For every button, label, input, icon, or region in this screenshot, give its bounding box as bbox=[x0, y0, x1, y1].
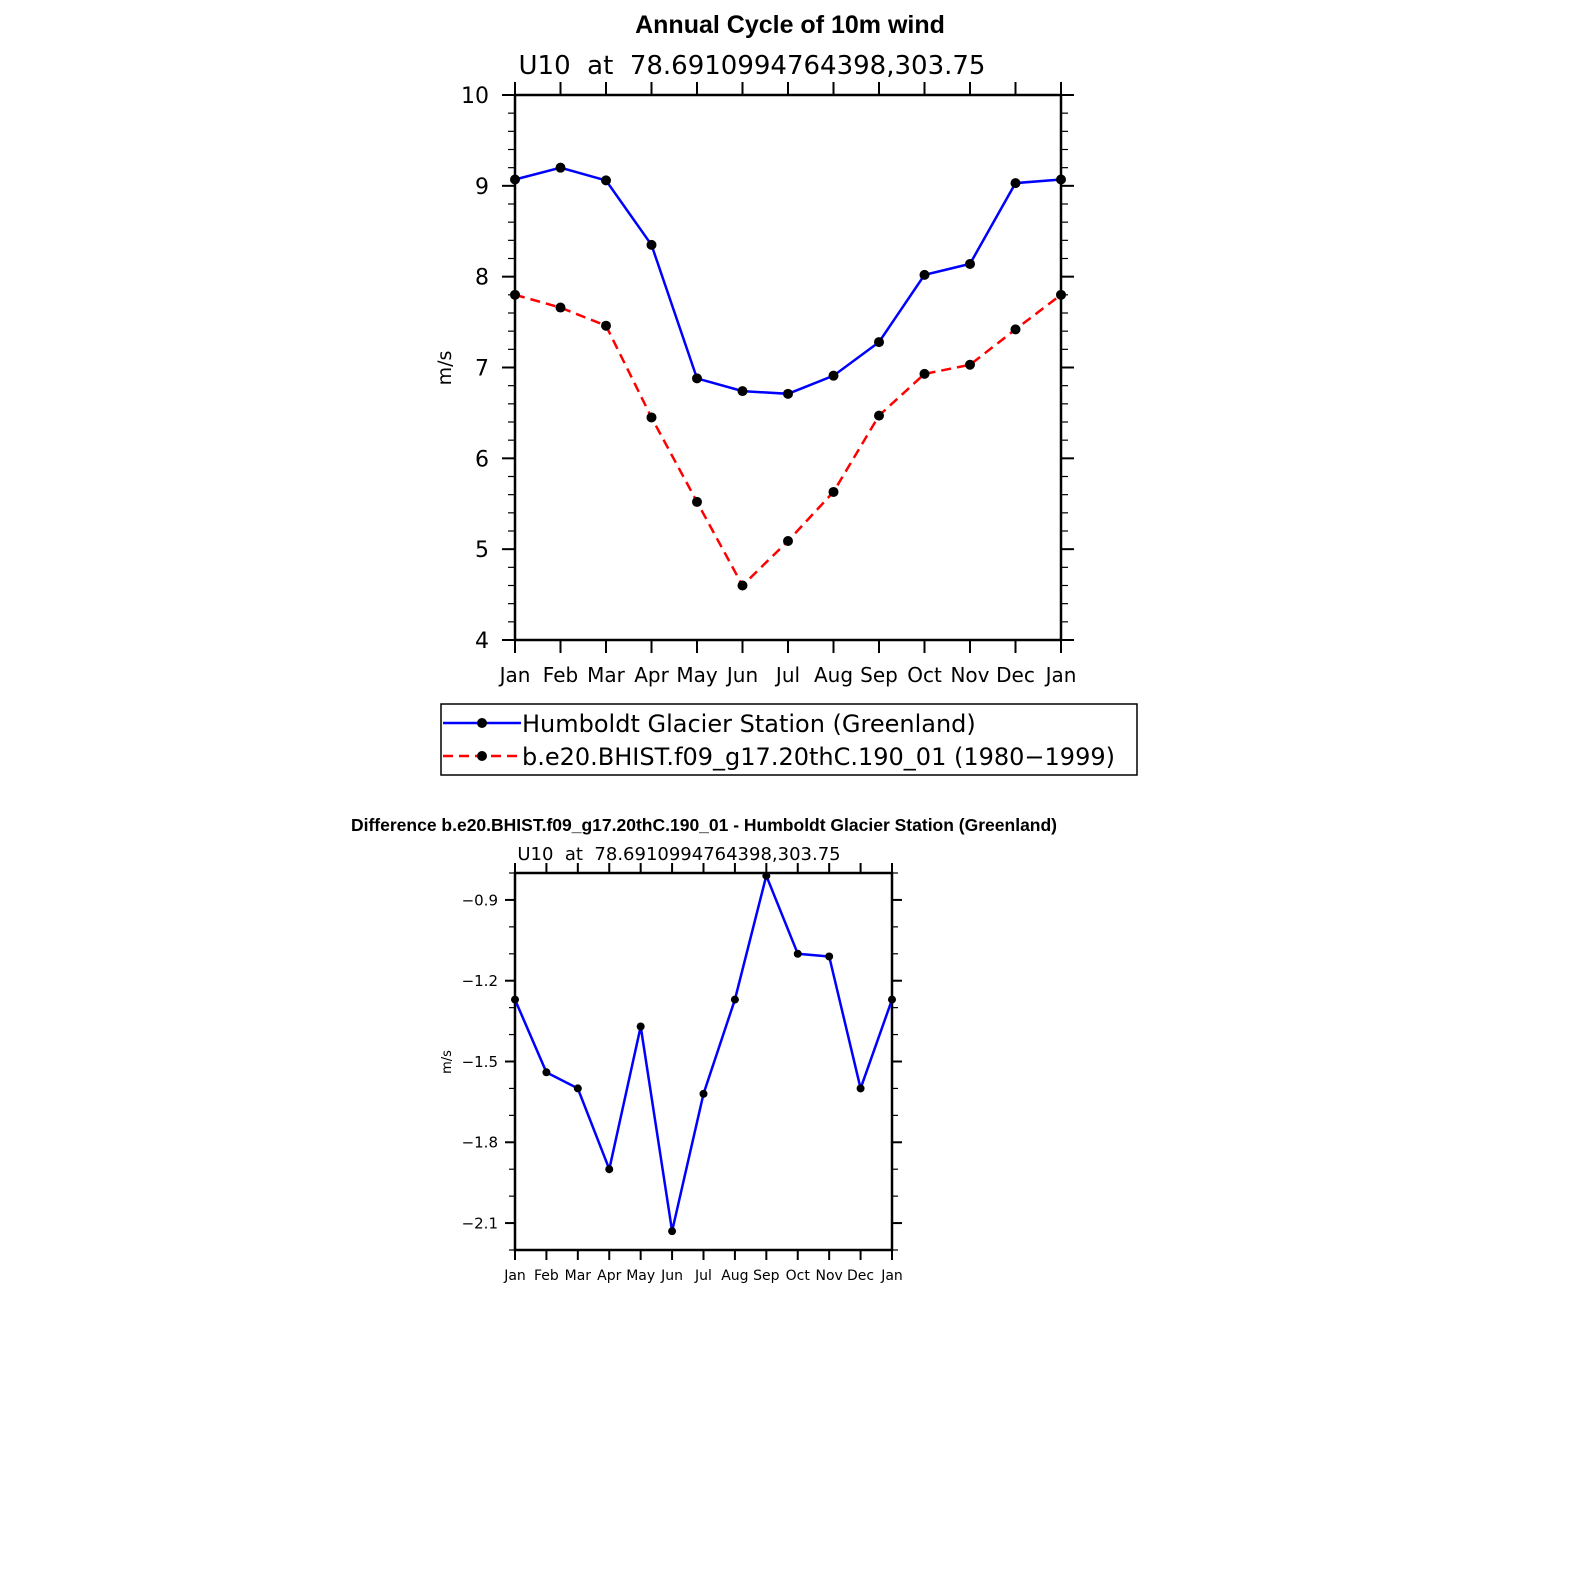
data-point bbox=[874, 410, 884, 421]
data-point bbox=[510, 289, 520, 300]
x-tick-label: Feb bbox=[543, 663, 578, 687]
data-point bbox=[737, 386, 748, 397]
annual-cycle-chart: Annual Cycle of 10m wind U10 at 78.69109… bbox=[434, 11, 1138, 776]
chart0-ylabel: m/s bbox=[434, 351, 456, 386]
x-tick-label: Nov bbox=[950, 663, 989, 687]
data-point bbox=[601, 320, 611, 331]
data-point bbox=[1010, 324, 1021, 335]
x-tick-label: Apr bbox=[634, 663, 669, 687]
series-line-1 bbox=[514, 166, 1062, 396]
x-tick-label: May bbox=[626, 1268, 655, 1284]
x-tick-label: Jun bbox=[725, 663, 758, 687]
data-point bbox=[730, 995, 739, 1004]
data-point bbox=[692, 496, 702, 507]
series-line-1 bbox=[513, 871, 894, 1232]
x-tick-label: Jan bbox=[498, 663, 531, 687]
y-tick-label: −2.1 bbox=[462, 1214, 498, 1232]
data-point bbox=[542, 1068, 551, 1077]
data-point bbox=[1056, 174, 1066, 185]
chart0-legend: Humboldt Glacier Station (Greenland) b.e… bbox=[440, 703, 1138, 776]
data-point bbox=[737, 580, 748, 591]
data-point bbox=[573, 1084, 582, 1093]
x-tick-label: Feb bbox=[534, 1268, 559, 1284]
y-tick-label: 10 bbox=[461, 84, 489, 109]
data-point bbox=[646, 239, 657, 250]
x-tick-label: Jul bbox=[694, 1268, 712, 1284]
data-point bbox=[828, 486, 839, 497]
legend-marker-1 bbox=[477, 718, 487, 728]
data-point bbox=[874, 337, 884, 348]
data-point bbox=[919, 269, 930, 280]
x-tick-label: Jul bbox=[774, 663, 800, 687]
data-point bbox=[856, 1084, 865, 1093]
data-point bbox=[692, 373, 702, 384]
y-tick-label: −0.9 bbox=[462, 891, 498, 909]
plot-frame bbox=[513, 871, 894, 1252]
y-tick-label: 5 bbox=[475, 538, 489, 563]
chart0-title: Annual Cycle of 10m wind bbox=[635, 11, 945, 39]
x-tick-label: Sep bbox=[753, 1268, 780, 1284]
x-tick-label: Oct bbox=[786, 1268, 811, 1284]
y-tick-label: 4 bbox=[475, 629, 489, 654]
data-point bbox=[511, 995, 519, 1004]
legend-marker-2 bbox=[477, 751, 487, 761]
data-point bbox=[646, 412, 657, 423]
data-point bbox=[965, 359, 975, 370]
chart1-ylabel: m/s bbox=[440, 1050, 455, 1074]
data-point bbox=[555, 162, 566, 173]
chart0-subtitle: U10 at 78.6910994764398,303.75 bbox=[519, 51, 986, 81]
y-tick-label: −1.8 bbox=[462, 1134, 498, 1152]
difference-chart: Difference b.e20.BHIST.f09_g17.20thC.190… bbox=[351, 815, 1057, 1284]
chart1-title: Difference b.e20.BHIST.f09_g17.20thC.190… bbox=[351, 815, 1057, 835]
x-tick-label: Jan bbox=[503, 1268, 526, 1284]
x-tick-label: Mar bbox=[565, 1268, 592, 1284]
data-point bbox=[1010, 178, 1021, 189]
chart0-axes: Jan Feb Mar Apr May Jun Jul Aug Sep Oct Nov Dec Jan 4… bbox=[461, 82, 1076, 687]
data-point bbox=[762, 871, 771, 880]
data-point bbox=[636, 1022, 645, 1031]
data-point bbox=[601, 175, 611, 186]
legend-label-1: Humboldt Glacier Station (Greenland) bbox=[522, 710, 976, 738]
y-tick-label: 9 bbox=[475, 175, 489, 200]
legend-label-2: b.e20.BHIST.f09_g17.20thC.190_01 (1980−1… bbox=[522, 743, 1115, 771]
data-point bbox=[605, 1165, 614, 1174]
data-point bbox=[783, 388, 793, 399]
x-tick-label: May bbox=[676, 663, 718, 687]
x-tick-label: Aug bbox=[814, 663, 853, 687]
data-point bbox=[919, 368, 930, 379]
data-point bbox=[555, 302, 566, 313]
y-tick-label: −1.5 bbox=[462, 1053, 498, 1071]
data-point bbox=[828, 370, 839, 381]
chart1-axes: Jan Feb Mar Apr May Jun Jul Aug Sep Oct Nov Dec Jan −… bbox=[462, 863, 903, 1284]
y-tick-label: 7 bbox=[475, 356, 489, 381]
x-tick-label: Aug bbox=[721, 1268, 748, 1284]
x-tick-label: Apr bbox=[597, 1268, 621, 1284]
x-tick-label: Dec bbox=[847, 1268, 874, 1284]
x-tick-label: Jan bbox=[1044, 663, 1077, 687]
chart1-series bbox=[511, 871, 896, 1236]
y-tick-label: 8 bbox=[475, 266, 489, 291]
y-tick-label: −1.2 bbox=[462, 972, 498, 990]
x-tick-label: Mar bbox=[587, 663, 626, 687]
chart0-series bbox=[510, 162, 1066, 591]
data-point bbox=[793, 949, 802, 958]
data-point bbox=[965, 258, 975, 269]
x-tick-label: Dec bbox=[996, 663, 1035, 687]
y-tick-label: 6 bbox=[475, 447, 489, 472]
legend-box bbox=[440, 703, 1138, 776]
chart1-subtitle: U10 at 78.6910994764398,303.75 bbox=[517, 844, 840, 865]
data-point bbox=[825, 952, 834, 961]
data-point bbox=[510, 174, 520, 185]
x-tick-label: Jan bbox=[880, 1268, 903, 1284]
data-point bbox=[783, 535, 793, 546]
x-tick-label: Nov bbox=[816, 1268, 843, 1284]
data-point bbox=[1056, 289, 1066, 300]
data-point bbox=[888, 995, 896, 1004]
data-point bbox=[668, 1227, 677, 1236]
x-tick-label: Jun bbox=[660, 1268, 683, 1284]
data-point bbox=[699, 1089, 708, 1098]
x-tick-label: Sep bbox=[860, 663, 898, 687]
x-tick-label: Oct bbox=[907, 663, 942, 687]
